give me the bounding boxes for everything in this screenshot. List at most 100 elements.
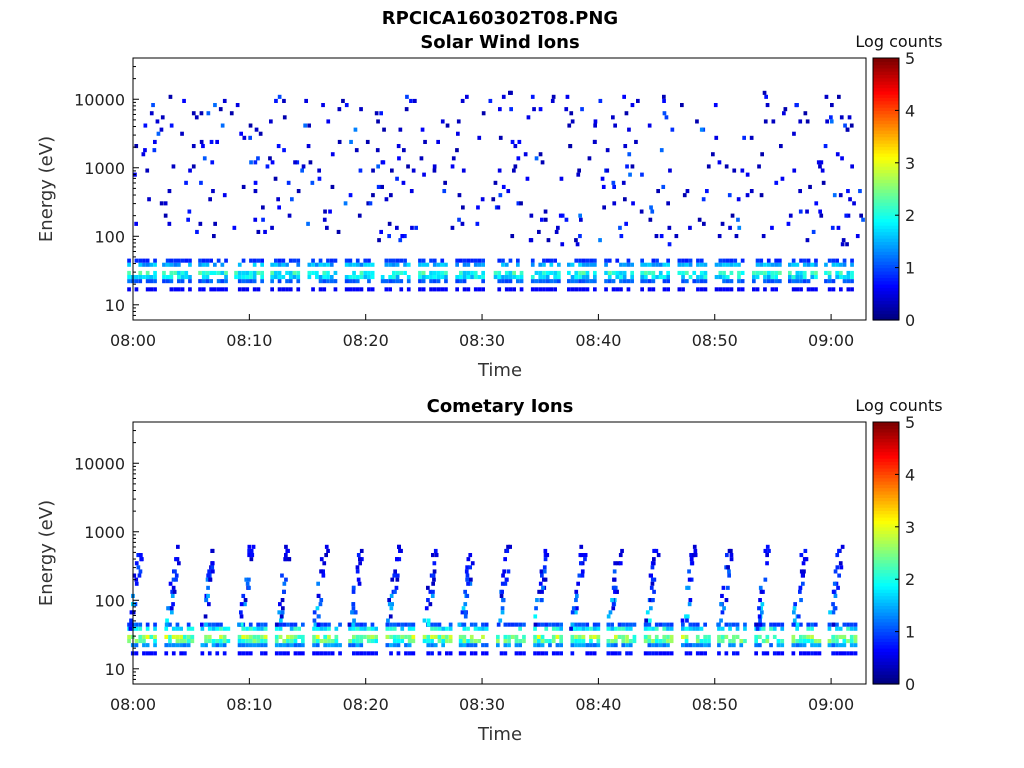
spectrogram-cell xyxy=(222,651,227,656)
spectrogram-cell xyxy=(265,164,270,169)
spectrogram-cell xyxy=(770,287,775,292)
spectrogram-cell xyxy=(477,262,482,267)
spectrogram-cell xyxy=(853,651,858,656)
spectrogram-cell xyxy=(827,639,832,644)
spectrogram-cell xyxy=(771,119,776,124)
spectrogram-cell xyxy=(152,148,157,153)
spectrogram-cell xyxy=(630,270,634,275)
spectrogram-cell xyxy=(493,270,498,275)
spectrogram-cell xyxy=(205,258,210,263)
spectrogram-cell xyxy=(842,279,847,284)
spectrogram-cell xyxy=(374,639,378,644)
spectrogram-cell xyxy=(301,164,306,169)
spectrogram-cell xyxy=(803,111,808,116)
spectrogram-cell xyxy=(241,258,246,263)
spectrogram-cell xyxy=(574,634,578,639)
spectrogram-cell xyxy=(801,581,805,586)
spectrogram-cell xyxy=(725,279,730,284)
spectrogram-cell xyxy=(501,275,505,280)
spectrogram-cell xyxy=(830,103,834,108)
spectrogram-cell xyxy=(737,279,741,284)
axes-frame xyxy=(132,57,867,321)
spectrogram-cell xyxy=(175,634,180,639)
spectrogram-cell xyxy=(444,287,448,292)
spectrogram-cell xyxy=(799,270,803,275)
spectrogram-cell xyxy=(466,581,470,586)
spectrogram-cell xyxy=(278,651,283,656)
spectrogram-cell xyxy=(835,258,839,263)
colorbar-step xyxy=(873,595,899,600)
spectrogram-cell xyxy=(313,622,318,627)
spectrogram-cell xyxy=(389,643,393,648)
spectrogram-cell xyxy=(211,189,215,194)
spectrogram-cell xyxy=(699,275,704,280)
spectrogram-cell xyxy=(529,213,534,218)
spectrogram-cell xyxy=(833,606,838,611)
spectrogram-cell xyxy=(666,634,670,639)
colorbar-frame xyxy=(872,57,900,321)
spectrogram-cell xyxy=(366,651,371,656)
spectrogram-cell xyxy=(352,270,356,275)
spectrogram-cell xyxy=(177,287,181,292)
spectrogram-cell xyxy=(829,119,834,124)
spectrogram-cell xyxy=(149,634,154,639)
spectrogram-cell xyxy=(352,643,356,648)
spectrogram-cell xyxy=(504,262,509,267)
spectrogram-cell xyxy=(537,634,541,639)
spectrogram-cell xyxy=(662,626,667,631)
spectrogram-cell xyxy=(666,258,670,263)
spectrogram-cell xyxy=(237,651,242,656)
spectrogram-cell xyxy=(188,279,192,284)
spectrogram-cell xyxy=(776,651,781,656)
spectrogram-cell xyxy=(549,262,554,267)
colorbar-tick-label: 3 xyxy=(905,518,915,537)
spectrogram-cell xyxy=(589,262,593,267)
spectrogram-cell xyxy=(127,258,131,263)
spectrogram-cell xyxy=(200,626,205,631)
spectrogram-cell xyxy=(844,213,849,218)
spectrogram-cell xyxy=(845,127,850,132)
spectrogram-cell xyxy=(470,258,474,263)
cometary-title: Cometary Ions xyxy=(427,396,574,417)
spectrogram-cell xyxy=(666,270,670,275)
spectrogram-cell xyxy=(145,643,150,648)
spectrogram-cell xyxy=(596,626,601,631)
colorbar-tick-label: 1 xyxy=(905,259,915,278)
spectrogram-cell xyxy=(555,634,560,639)
spectrogram-cell xyxy=(499,593,504,598)
spectrogram-cell xyxy=(177,270,181,275)
spectrogram-cell xyxy=(780,622,785,627)
spectrogram-cell xyxy=(392,643,397,648)
spectrogram-cell xyxy=(426,585,430,590)
spectrogram-cell xyxy=(344,275,349,280)
spectrogram-cell xyxy=(592,643,597,648)
spectrogram-cell xyxy=(792,168,797,173)
spectrogram-cell xyxy=(666,639,670,644)
spectrogram-cell xyxy=(606,622,611,627)
spectrogram-cell xyxy=(326,275,330,280)
spectrogram-cell xyxy=(732,622,736,627)
spectrogram-cell xyxy=(650,209,655,214)
spectrogram-cell xyxy=(418,270,422,275)
spectrogram-cell xyxy=(469,643,474,648)
spectrogram-cell xyxy=(718,287,723,292)
spectrogram-cell xyxy=(533,639,537,644)
spectrogram-cell xyxy=(481,275,485,280)
spectrogram-cell xyxy=(611,606,616,611)
spectrogram-cell xyxy=(765,103,770,108)
spectrogram-cell xyxy=(256,622,260,627)
spectrogram-cell xyxy=(759,258,764,263)
spectrogram-cell xyxy=(164,626,169,631)
spectrogram-cell xyxy=(322,279,327,284)
spectrogram-cell xyxy=(647,626,652,631)
spectrogram-cell xyxy=(297,626,301,631)
spectrogram-cell xyxy=(612,598,617,603)
spectrogram-cell xyxy=(384,287,389,292)
spectrogram-cell xyxy=(134,577,139,582)
spectrogram-cell xyxy=(592,626,597,631)
spectrogram-cell xyxy=(692,270,697,275)
spectrogram-cell xyxy=(359,548,364,553)
spectrogram-cell xyxy=(458,643,463,648)
spectrogram-cell xyxy=(745,172,750,177)
